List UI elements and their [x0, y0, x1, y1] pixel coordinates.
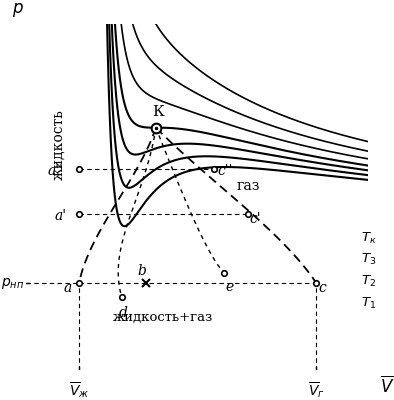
Text: a'': a'' — [48, 164, 64, 178]
Text: К: К — [152, 105, 164, 119]
Text: $\overline{V}_ж$: $\overline{V}_ж$ — [69, 380, 89, 400]
Text: $T_3$: $T_3$ — [361, 252, 376, 266]
Text: a: a — [64, 281, 72, 295]
Text: $T_1$: $T_1$ — [361, 296, 376, 312]
Text: $p_{нп}$: $p_{нп}$ — [1, 276, 24, 291]
Text: жидкость+газ: жидкость+газ — [113, 311, 213, 324]
Text: $T_2$: $T_2$ — [361, 274, 376, 289]
Text: e: e — [226, 280, 234, 294]
Text: b: b — [138, 264, 147, 278]
Text: d: d — [119, 306, 128, 320]
Text: $T_к$: $T_к$ — [361, 231, 376, 246]
Text: $\overline{V}$: $\overline{V}$ — [379, 375, 394, 396]
Text: c'': c'' — [217, 164, 233, 178]
Text: $\overline{V}_г$: $\overline{V}_г$ — [308, 380, 325, 400]
Text: c': c' — [250, 212, 261, 226]
Text: c: c — [318, 281, 326, 295]
Text: $p$: $p$ — [12, 1, 24, 19]
Text: жидкость: жидкость — [52, 110, 65, 180]
Text: газ: газ — [236, 179, 260, 193]
Text: a': a' — [55, 209, 67, 223]
